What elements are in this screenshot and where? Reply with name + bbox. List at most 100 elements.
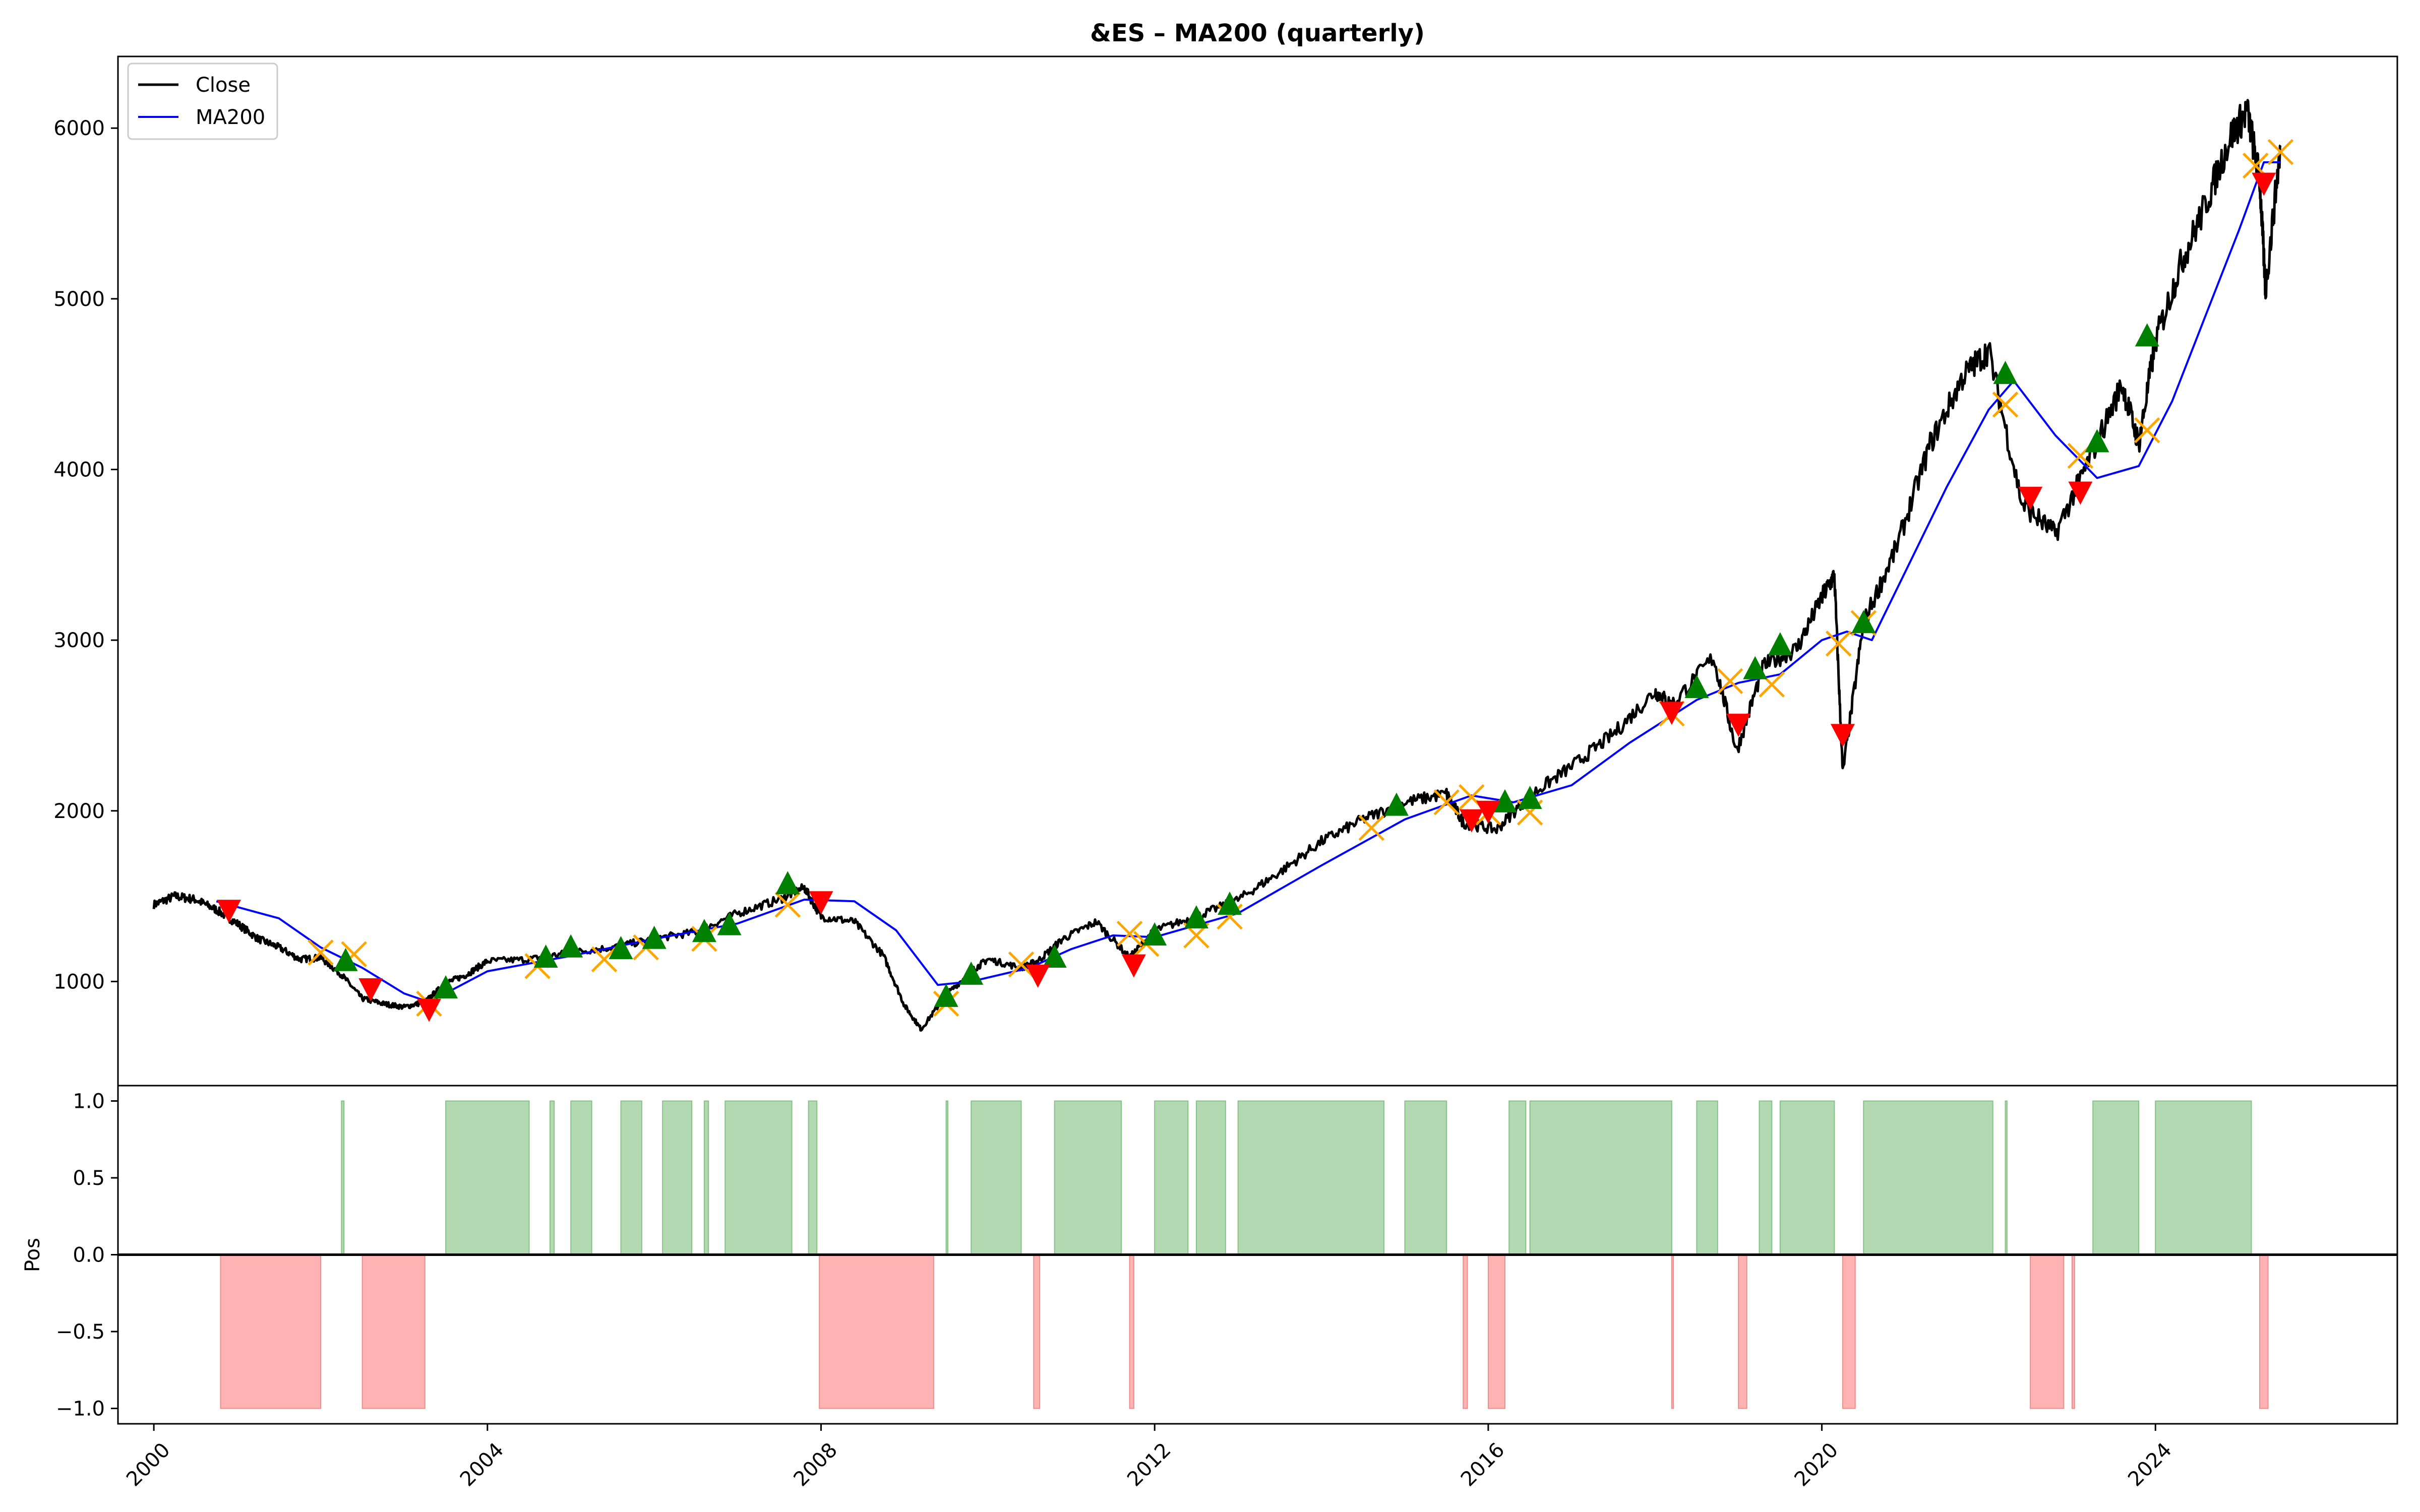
short-position-area — [1842, 1254, 1856, 1409]
buy-marker — [1042, 944, 1067, 968]
exit-marker — [591, 946, 618, 973]
exit-marker — [1008, 951, 1035, 978]
short-position-area — [2030, 1254, 2065, 1409]
short-position-area — [2071, 1254, 2075, 1409]
buy-marker — [1768, 632, 1792, 656]
long-position-area — [1863, 1100, 1993, 1255]
sell-marker — [417, 998, 442, 1022]
long-position-area — [2005, 1100, 2008, 1255]
exit-marker — [1717, 668, 1743, 695]
sell-marker — [809, 891, 833, 915]
buy-marker — [2135, 323, 2159, 347]
buy-marker — [559, 934, 583, 958]
exit-marker — [1433, 789, 1460, 815]
long-position-area — [808, 1100, 818, 1255]
exit-marker — [774, 892, 801, 918]
buy-marker — [333, 948, 358, 971]
long-position-area — [341, 1100, 345, 1255]
buy-marker — [1743, 656, 1768, 679]
short-position-area — [1033, 1254, 1040, 1409]
buy-marker — [775, 871, 800, 895]
long-position-area — [445, 1100, 530, 1255]
exit-marker — [1358, 814, 1385, 841]
price-marks — [152, 99, 2294, 1032]
long-position-area — [1404, 1100, 1447, 1255]
price-y-tick-label: 6000 — [53, 117, 105, 140]
position-y-tick-label: −1.0 — [56, 1398, 105, 1421]
short-position-area — [1463, 1254, 1468, 1409]
position-y-tick-label: −0.5 — [56, 1320, 105, 1344]
long-position-area — [1696, 1100, 1718, 1255]
position-y-tick-label: 0.0 — [73, 1244, 105, 1267]
long-position-area — [724, 1100, 793, 1255]
exit-marker — [1825, 631, 1852, 657]
buy-marker — [642, 925, 667, 949]
long-position-area — [2092, 1100, 2140, 1255]
buy-marker — [1218, 892, 1242, 915]
long-position-area — [1529, 1100, 1672, 1255]
buy-marker — [2085, 429, 2109, 453]
short-position-area — [819, 1254, 934, 1409]
sell-marker — [217, 900, 241, 923]
price-y-tick-label: 1000 — [53, 970, 105, 993]
sell-marker — [1459, 809, 1484, 833]
long-position-area — [620, 1100, 642, 1255]
long-position-area — [945, 1100, 948, 1255]
buy-marker — [959, 961, 984, 985]
buy-marker — [1851, 610, 1876, 634]
exit-marker — [2267, 139, 2294, 165]
long-position-area — [1779, 1100, 1835, 1255]
long-position-area — [1508, 1100, 1527, 1255]
long-position-area — [1154, 1100, 1189, 1255]
chart-title: &ES – MA200 (quarterly) — [1090, 19, 1425, 47]
legend-close-label: Close — [196, 74, 251, 97]
buy-marker — [1142, 922, 1167, 946]
long-position-area — [1054, 1100, 1122, 1255]
long-position-area — [662, 1100, 693, 1255]
sell-marker — [1121, 954, 1146, 978]
long-position-area — [1759, 1100, 1773, 1255]
short-position-area — [1671, 1254, 1674, 1409]
position-y-axis: 1.0 0.5 0.0 −0.5 −1.0 — [56, 1090, 118, 1421]
position-panel: 1.00.50.0−0.5−1.0 2000 2004 2008 2012 2016 20… — [21, 1085, 2398, 1491]
exit-marker — [1992, 392, 2019, 418]
position-marks — [118, 1100, 2397, 1409]
sell-marker — [2252, 172, 2276, 196]
position-y-tick-label: 0.5 — [73, 1167, 105, 1190]
sell-marker — [2018, 486, 2043, 510]
position-y-label: Pos — [21, 1238, 44, 1272]
sell-marker — [358, 978, 383, 1001]
price-y-tick-label: 5000 — [53, 288, 105, 311]
sell-marker — [1659, 702, 1684, 725]
buy-marker — [1184, 905, 1208, 929]
exit-marker — [2134, 417, 2160, 444]
buy-marker — [1684, 674, 1709, 698]
buy-marker — [1518, 786, 1542, 809]
buy-marker — [1993, 360, 2018, 384]
buy-marker — [717, 912, 742, 935]
legend-box — [127, 62, 278, 140]
exit-marker — [308, 939, 334, 966]
legend-ma200-label: MA200 — [196, 106, 265, 129]
long-position-area — [1195, 1100, 1226, 1255]
short-position-area — [361, 1254, 426, 1409]
long-position-area — [549, 1100, 555, 1255]
price-y-tick-label: 4000 — [53, 459, 105, 482]
long-position-area — [703, 1100, 709, 1255]
long-position-area — [570, 1100, 592, 1255]
ma200-series-line — [216, 161, 2281, 1003]
sell-marker — [1025, 964, 1050, 988]
buy-marker — [533, 944, 558, 968]
short-position-area — [1738, 1254, 1747, 1409]
buy-marker — [434, 975, 458, 998]
price-y-axis: 1000 2000 3000 4000 5000 6000 — [53, 117, 118, 993]
short-position-area — [220, 1254, 321, 1409]
short-position-area — [1487, 1254, 1505, 1409]
buy-marker — [934, 983, 958, 1007]
long-position-area — [971, 1100, 1022, 1255]
sell-marker — [1726, 714, 1751, 737]
legend: Close MA200 — [127, 62, 278, 140]
position-y-tick-label: 1.0 — [73, 1090, 105, 1113]
long-position-area — [1237, 1100, 1385, 1255]
exit-marker — [1116, 920, 1143, 947]
